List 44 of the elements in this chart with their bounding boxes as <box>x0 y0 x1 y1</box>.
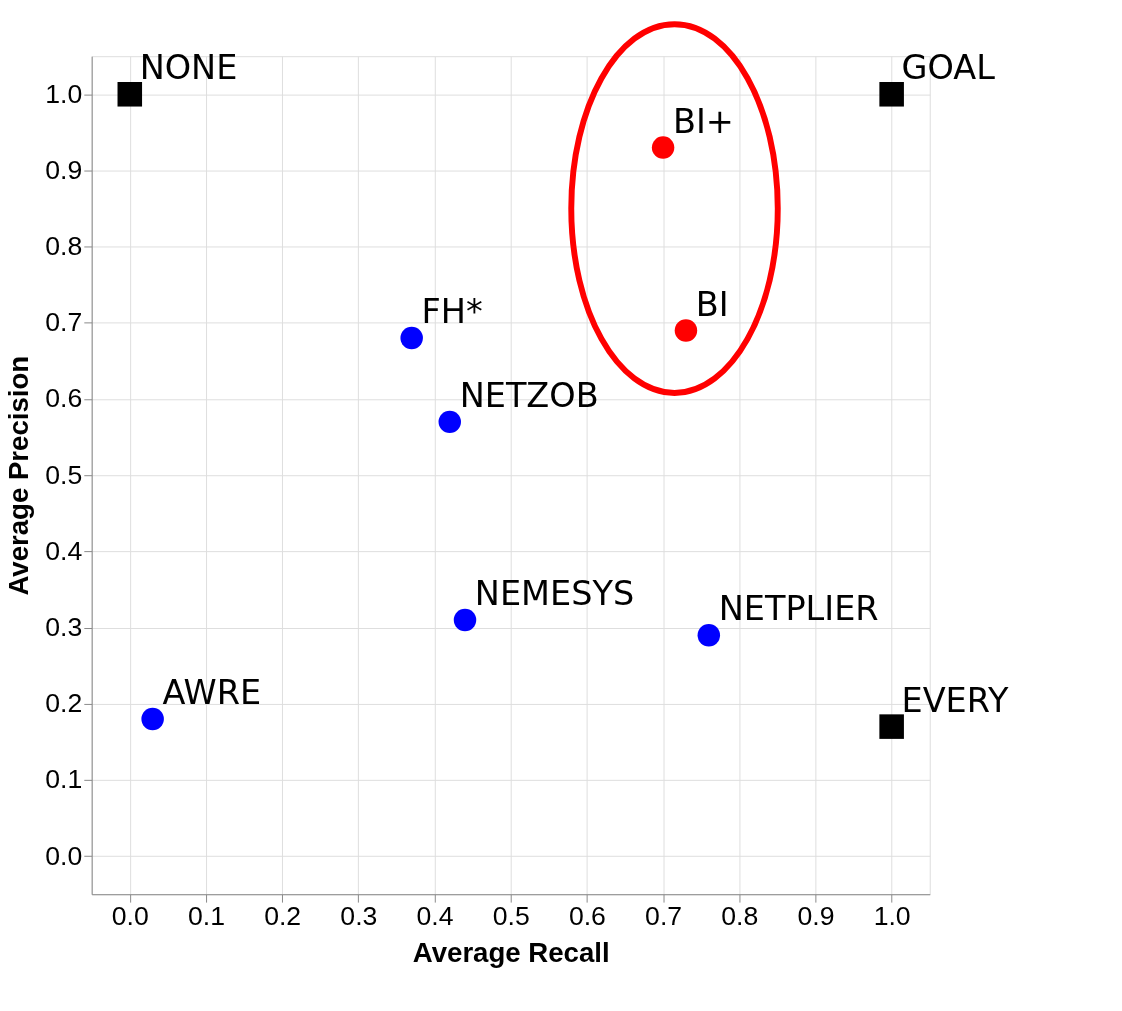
point <box>453 608 477 632</box>
point <box>879 82 904 107</box>
y-tick-label: 0.0 <box>45 840 83 871</box>
x-tick-label: 0.6 <box>568 901 606 932</box>
annotation: FH* <box>421 292 483 332</box>
point <box>117 82 143 107</box>
x-tick-label: 1.0 <box>873 901 911 932</box>
annotation: EVERY <box>901 680 1009 720</box>
point <box>438 410 462 434</box>
x-tick-label: 0.3 <box>340 901 378 932</box>
x-tick-label: 0.4 <box>416 901 454 932</box>
x-tick-label: 0.8 <box>721 901 759 932</box>
y-tick-label: 0.1 <box>45 764 83 795</box>
y-tick-label: 1.0 <box>45 78 83 109</box>
y-tick-label: 0.2 <box>45 688 83 719</box>
annotation: BI+ <box>672 101 734 141</box>
point <box>651 136 675 159</box>
point <box>141 707 164 731</box>
x-tick-label: 0.7 <box>645 901 683 932</box>
y-tick-label: 0.7 <box>45 307 83 338</box>
y-tick-label: 0.9 <box>45 154 83 185</box>
annotation: NEMESYS <box>474 574 635 614</box>
y-axis-title: Average Precision <box>2 355 34 596</box>
annotation: GOAL <box>901 48 996 88</box>
y-tick-label: 0.4 <box>45 535 83 566</box>
y-tick-label: 0.6 <box>45 383 83 414</box>
annotation: AWRE <box>162 673 262 713</box>
x-tick-label: 0.5 <box>492 901 530 932</box>
annotation: NETZOB <box>459 376 599 416</box>
x-tick-label: 0.9 <box>797 901 835 932</box>
point <box>697 623 721 647</box>
y-tick-label: 0.3 <box>45 611 83 642</box>
y-tick-label: 0.5 <box>45 459 83 490</box>
x-tick-label: 0.2 <box>264 901 302 932</box>
point <box>879 714 904 739</box>
x-tick-label: 0.0 <box>111 901 149 932</box>
point <box>674 319 698 342</box>
point <box>400 326 423 350</box>
annotation: BI <box>695 284 729 324</box>
y-tick-label: 0.8 <box>45 231 83 262</box>
annotation: NONE <box>139 48 238 88</box>
annotation: NETPLIER <box>718 589 879 629</box>
x-tick-label: 0.1 <box>187 901 225 932</box>
x-axis-title: Average Recall <box>412 936 610 968</box>
